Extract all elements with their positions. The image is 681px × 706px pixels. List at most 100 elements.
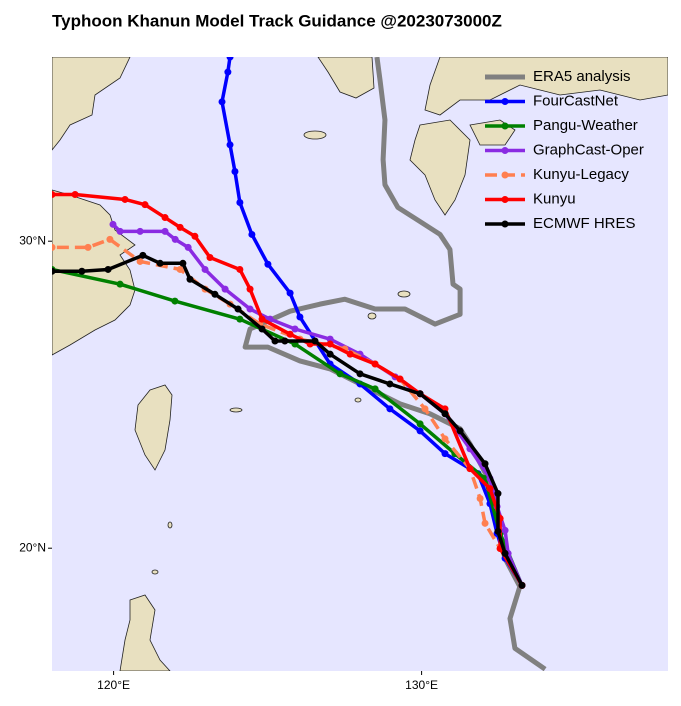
island (367, 312, 377, 320)
track-point (176, 265, 184, 273)
track-point (226, 57, 234, 61)
track-point (184, 243, 192, 251)
y-tick-label: 30°N (19, 233, 46, 247)
track-point (258, 315, 266, 323)
legend-marker (501, 220, 509, 228)
track-point (441, 435, 449, 443)
track-point (71, 191, 79, 199)
track-point (136, 227, 144, 235)
chart-title: Typhoon Khanun Model Track Guidance @202… (52, 11, 502, 30)
track-point (466, 465, 474, 473)
track-point (141, 201, 149, 209)
track-point (246, 305, 254, 313)
track-point (456, 427, 464, 435)
track-point (211, 290, 219, 298)
track-point (326, 335, 334, 343)
legend-label: FourCastNet (533, 92, 619, 109)
track-point (386, 380, 394, 388)
track-point (104, 265, 112, 273)
track-point (52, 243, 56, 251)
track-point (518, 581, 526, 589)
track-point (286, 289, 294, 297)
track-point (326, 340, 334, 348)
track-point (176, 223, 184, 231)
track-point (311, 337, 319, 345)
track-point (171, 235, 179, 243)
island (303, 130, 327, 140)
track-point (494, 527, 502, 535)
legend-label: Kunyu (533, 190, 576, 207)
track-point (246, 285, 254, 293)
track-point (186, 275, 194, 283)
land-mass (134, 384, 173, 471)
track-point (136, 257, 144, 265)
track-point (109, 220, 117, 228)
track-point (396, 375, 404, 383)
land-mass (424, 57, 668, 116)
track-point (78, 267, 86, 275)
x-tick-label: 130°E (405, 678, 438, 692)
track-point (52, 267, 56, 275)
land-mass (317, 57, 375, 99)
track-line (52, 192, 524, 587)
track-point (218, 98, 226, 106)
legend-label: ECMWF HRES (533, 215, 636, 232)
track-point (156, 259, 164, 267)
track-point (481, 519, 489, 527)
land-mass (409, 119, 471, 216)
track-point (281, 337, 289, 345)
track-point (271, 337, 279, 345)
legend-marker (501, 171, 509, 179)
track-point (356, 370, 364, 378)
track-point (501, 549, 509, 557)
legend-marker (501, 98, 509, 105)
track-point (236, 265, 244, 273)
track-point (116, 227, 124, 235)
x-tick-label: 120°E (97, 678, 130, 692)
ocean (52, 57, 668, 671)
track-point (416, 390, 424, 398)
track-point (121, 195, 129, 203)
track-point (201, 265, 209, 273)
track-point (106, 235, 114, 243)
tracks (52, 57, 547, 671)
legend-label: Pangu-Weather (533, 117, 638, 134)
track-point (171, 297, 179, 305)
track-point (441, 410, 449, 418)
track-point (336, 370, 344, 378)
track-point (226, 141, 234, 149)
track-point (236, 315, 244, 323)
track-point (494, 490, 502, 498)
axes: 120°E 130°E 20°N 30°N (19, 233, 438, 692)
track-point (221, 285, 229, 293)
legend-marker (501, 196, 509, 203)
land-mass (119, 594, 171, 671)
track-point (481, 460, 489, 468)
track-point (386, 405, 394, 413)
track-line (111, 223, 524, 587)
track-point (296, 313, 304, 321)
track-point (371, 385, 379, 393)
track-point (52, 191, 56, 199)
track-point (224, 68, 232, 76)
island (151, 569, 159, 575)
legend: ERA5 analysis FourCastNet Pangu-Weather Gra… (485, 68, 644, 232)
track-point (234, 305, 242, 313)
track-point (486, 485, 494, 493)
track-point (161, 227, 169, 235)
track-point (264, 260, 272, 268)
legend-marker (501, 147, 509, 154)
island (229, 407, 243, 413)
land-mass (52, 57, 131, 151)
legend-label: Kunyu-Legacy (533, 166, 629, 183)
track-point (206, 253, 214, 261)
track-point (236, 199, 244, 207)
island (167, 521, 173, 529)
track-point (421, 405, 429, 413)
track-point (476, 494, 484, 502)
track-point (84, 243, 92, 251)
track-point (346, 350, 354, 358)
land-mass (52, 189, 136, 356)
track-point (139, 251, 147, 259)
